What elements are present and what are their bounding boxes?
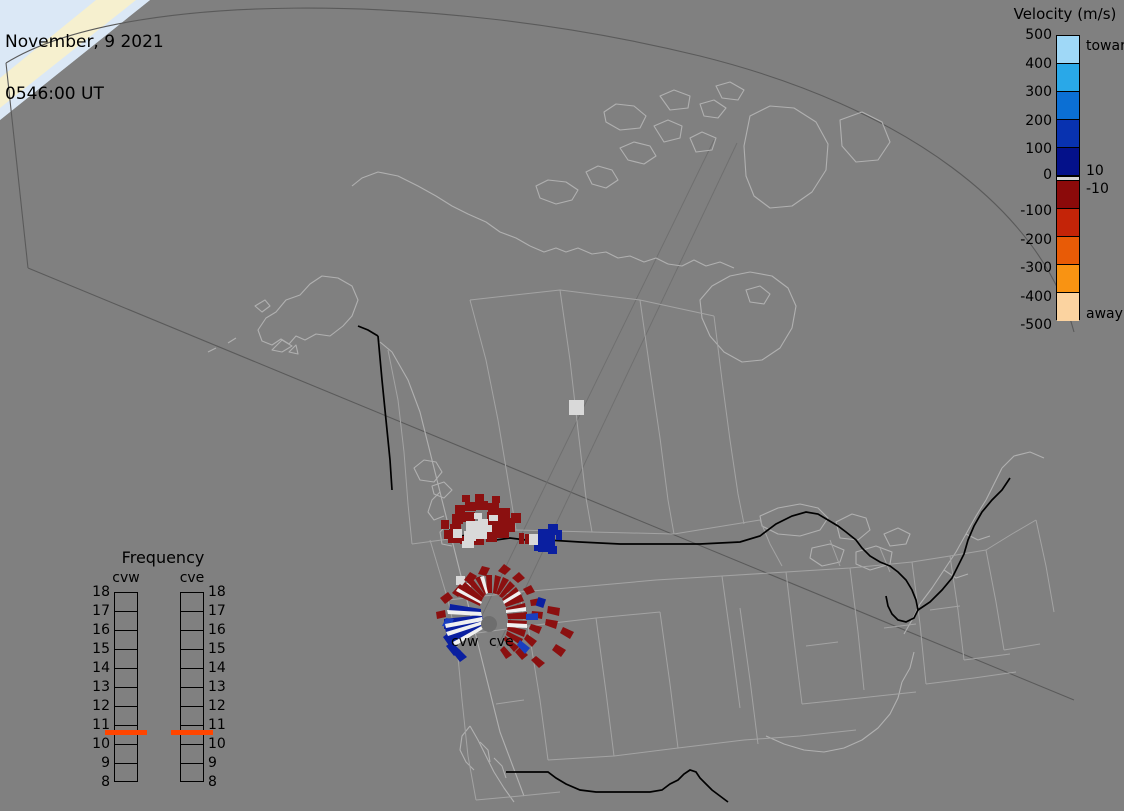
radar-scatter-isolated-cell [569, 400, 584, 415]
timestamp-time: 0546:00 UT [5, 83, 104, 104]
frequency-tick-left-16: 16 [92, 622, 110, 638]
frequency-segment [115, 631, 137, 650]
frequency-tick-right-10: 10 [208, 736, 226, 752]
frequency-segment [115, 707, 137, 726]
frequency-column-label-cve: cve [179, 570, 205, 586]
velocity-band-toward-3 [1057, 120, 1079, 148]
frequency-segment [181, 593, 203, 612]
frequency-bar-cve [180, 592, 204, 782]
frequency-tick-right-12: 12 [208, 698, 226, 714]
frequency-segment [115, 726, 137, 745]
frequency-marker-cve [171, 729, 213, 735]
frequency-tick-right-15: 15 [208, 641, 226, 657]
frequency-bar-cvw [114, 592, 138, 782]
frequency-segment [181, 669, 203, 688]
frequency-tick-right-17: 17 [208, 603, 226, 619]
frequency-column-label-cvw: cvw [112, 570, 140, 586]
frequency-tick-left-13: 13 [92, 679, 110, 695]
frequency-segment [181, 764, 203, 783]
velocity-band-away-1 [1057, 209, 1079, 237]
velocity-band-away-2 [1057, 237, 1079, 265]
frequency-segment [181, 707, 203, 726]
frequency-tick-left-9: 9 [101, 755, 110, 771]
velocity-tick-0: 0 [1043, 167, 1052, 183]
frequency-legend: Frequency cvw cve 18 18 17 17 16 16 15 15 14 14 13… [88, 548, 238, 790]
frequency-segment [115, 764, 137, 783]
frequency-segment [115, 745, 137, 764]
frequency-tick-left-18: 18 [92, 584, 110, 600]
frequency-tick-left-11: 11 [92, 717, 110, 733]
velocity-tick-500: 500 [1025, 27, 1052, 43]
frequency-tick-right-18: 18 [208, 584, 226, 600]
velocity-band-neutral [1057, 176, 1079, 181]
velocity-band-toward-4 [1057, 148, 1079, 176]
velocity-tick-100: 100 [1025, 141, 1052, 157]
frequency-segment [115, 593, 137, 612]
frequency-tick-right-16: 16 [208, 622, 226, 638]
frequency-tick-left-12: 12 [92, 698, 110, 714]
frequency-tick-right-9: 9 [208, 755, 217, 771]
velocity-tick-neg300: -300 [1020, 260, 1052, 276]
frequency-segment [181, 650, 203, 669]
velocity-band-toward-1 [1057, 64, 1079, 92]
state-province-borders [387, 289, 1055, 801]
frequency-segment [115, 612, 137, 631]
frequency-tick-left-10: 10 [92, 736, 110, 752]
projection-boundary [5, 7, 1075, 701]
velocity-tick-neg200: -200 [1020, 231, 1052, 248]
frequency-tick-right-14: 14 [208, 660, 226, 676]
velocity-band-toward-2 [1057, 92, 1079, 120]
frequency-marker-cvw [105, 729, 147, 735]
timestamp: November, 9 2021 0546:00 UT [5, 0, 164, 137]
radar-scatter-north [441, 494, 562, 554]
frequency-segment [181, 612, 203, 631]
meridian-lines [469, 139, 738, 649]
frequency-segment [181, 745, 203, 764]
frequency-segment [115, 688, 137, 707]
frequency-tick-right-11: 11 [208, 717, 226, 733]
frequency-segment [181, 688, 203, 707]
velocity-band-away-4 [1057, 293, 1079, 321]
frequency-tick-right-8: 8 [208, 774, 217, 790]
timestamp-date: November, 9 2021 [5, 32, 164, 52]
velocity-tick-neg100: -100 [1020, 203, 1052, 219]
velocity-label-away: away [1086, 306, 1123, 322]
radar-scatter-fan-east-blue [535, 596, 547, 608]
velocity-label-upper-threshold: 10 [1086, 163, 1104, 179]
radar-scatter-fan [436, 564, 574, 668]
velocity-band-away-0 [1057, 181, 1079, 209]
velocity-colorbar-title: Velocity (m/s) [1013, 5, 1117, 23]
velocity-tick-300: 300 [1025, 84, 1052, 100]
frequency-segment [181, 726, 203, 745]
velocity-tick-neg500: -500 [1020, 317, 1052, 333]
velocity-label-lower-threshold: -10 [1086, 181, 1109, 197]
frequency-segment [115, 650, 137, 669]
frequency-tick-right-13: 13 [208, 679, 226, 695]
velocity-band-toward-0 [1057, 36, 1079, 64]
coastlines [207, 81, 1045, 803]
velocity-tick-neg400: -400 [1020, 288, 1052, 305]
frequency-tick-left-14: 14 [92, 660, 110, 676]
frequency-tick-left-15: 15 [92, 641, 110, 657]
velocity-colorbar: Velocity (m/s) 500 400 300 200 100 0 -100 -200 -… [1006, 2, 1124, 333]
velocity-label-toward: toward [1086, 38, 1124, 54]
frequency-segment [115, 669, 137, 688]
frequency-tick-left-17: 17 [92, 603, 110, 619]
frequency-legend-title: Frequency [121, 548, 205, 567]
velocity-tick-400: 400 [1025, 55, 1052, 72]
site-label-cvw: cvw [451, 634, 479, 650]
frequency-tick-left-8: 8 [101, 774, 110, 790]
velocity-tick-200: 200 [1025, 112, 1052, 129]
velocity-colorbar-strip [1056, 35, 1080, 321]
site-label-cve: cve [489, 634, 514, 650]
velocity-band-away-3 [1057, 265, 1079, 293]
frequency-segment [181, 631, 203, 650]
